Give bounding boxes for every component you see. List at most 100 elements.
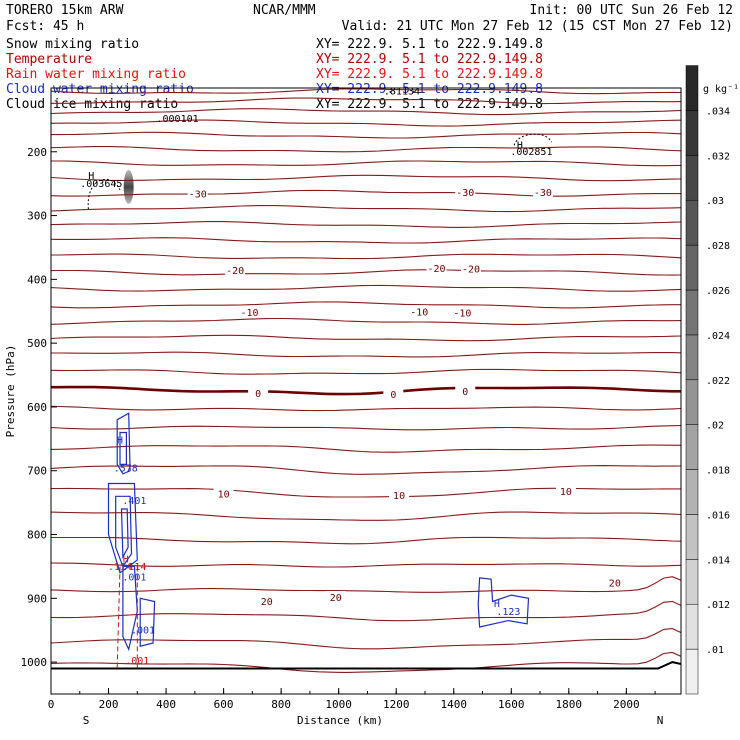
x-tick-2: 400: [156, 698, 176, 711]
isotherm-line: [51, 131, 682, 139]
isotherm-line: [50, 301, 681, 309]
field-xy-2: XY= 222.9. 5.1 to 222.9.149.8: [316, 67, 543, 82]
temp-label-5: -20: [462, 265, 480, 276]
y-tick-3: 500: [27, 337, 47, 350]
field-list: Snow mixing ratio XY= 222.9. 5.1 to 222.9…: [6, 37, 543, 112]
isotherm-line: [50, 628, 682, 650]
x-tick-1: 200: [99, 698, 119, 711]
max-label-16: .001: [125, 656, 149, 667]
colorbar-swatch: [685, 334, 699, 381]
y-tick-7: 900: [27, 592, 47, 605]
max-label-11: H: [494, 599, 500, 610]
colorbar-tick-3: .016: [706, 510, 730, 521]
north-label: N: [657, 714, 664, 727]
field-name-4: Cloud ice mixing ratio: [6, 97, 178, 112]
freezing-level-isotherm: [51, 385, 681, 396]
temp-label-8: -10: [453, 309, 471, 320]
x-tick-8: 1600: [498, 698, 525, 711]
temp-label-9: 0: [255, 389, 261, 400]
colorbar-swatch: [685, 199, 699, 246]
max-label-10: .001: [131, 625, 155, 636]
colorbar-unit: g kg⁻¹: [703, 84, 739, 95]
max-label-1: .003645: [80, 179, 122, 190]
max-label-0: H: [88, 171, 94, 182]
forecast-hour: Fcst: 45 h: [6, 19, 84, 34]
ice-contours: [87, 133, 553, 210]
colorbar-tick-6: .022: [706, 376, 730, 387]
colorbar-swatch: [685, 603, 699, 650]
max-label-14: .114: [108, 562, 132, 573]
isotherm-line: [50, 284, 682, 292]
temp-label-bg: [213, 487, 234, 500]
isotherm-line: [50, 511, 682, 521]
temp-label-bg: [532, 185, 553, 198]
max-label-13: H: [123, 555, 129, 566]
colorbar-tick-9: .028: [706, 241, 730, 252]
x-axis: 0 200 400 600 800 1000 1200 1400 1600 1800 2000: [48, 688, 656, 711]
max-label-2: H: [517, 141, 523, 152]
ice-shading: [123, 169, 134, 204]
colorbar-swatch: [685, 289, 699, 336]
colorbar-tick-7: .024: [706, 331, 730, 342]
isotherm-line: [51, 97, 682, 105]
colorbar-tick-8: .026: [706, 286, 730, 297]
y-tick-4: 600: [27, 401, 47, 414]
x-tick-10: 2000: [613, 698, 640, 711]
x-tick-3: 600: [214, 698, 234, 711]
field-xy-4: XY= 222.9. 5.1 to 222.9.149.8: [316, 97, 543, 112]
y-axis: 200 300 400 500 600 700 800 900 1000: [21, 146, 57, 669]
temp-label-bg: [461, 262, 481, 275]
temp-label-bg: [325, 591, 346, 604]
colorbar-tick-5: .02: [706, 421, 724, 432]
isotherm-line: [50, 487, 681, 498]
temp-label-bg: [389, 488, 410, 501]
temp-label-15: 20: [261, 597, 273, 608]
rain-water-contour: [116, 566, 121, 669]
temp-label-14: 10: [560, 487, 572, 498]
y-tick-2: 400: [27, 273, 47, 286]
isotherm-line: [50, 600, 682, 622]
init-time: Init: 00 UTC Sun 26 Feb 12: [530, 3, 734, 18]
ice-shading-layer: [123, 169, 134, 204]
terrain-surface: [51, 661, 682, 670]
cloud-water-contour: [116, 412, 131, 475]
temp-label-bg: [256, 594, 277, 607]
temp-label-bg: [452, 306, 473, 319]
isotherm-line: [50, 405, 682, 412]
cloud-water-contour: [115, 495, 133, 568]
isotherm-line: [51, 160, 682, 167]
isotherm-line: [50, 189, 681, 197]
temperature-contours: [50, 88, 682, 673]
temp-label-bg: [426, 261, 447, 274]
colorbar-swatch: [685, 110, 699, 156]
colorbar-tick-12: .034: [706, 106, 730, 117]
x-tick-9: 1800: [556, 698, 583, 711]
y-axis-title: Pressure (hPa): [4, 345, 17, 438]
temp-label-13: 10: [393, 491, 405, 502]
temp-label-10: 0: [390, 390, 396, 401]
y-tick-0: 200: [27, 146, 47, 159]
isotherm-line: [50, 651, 682, 673]
temp-label-3: -20: [226, 266, 244, 277]
y-tick-6: 800: [27, 529, 47, 542]
colorbar-tick-2: .014: [706, 555, 730, 566]
isotherm-line: [50, 269, 682, 276]
cloud-water-contour: [139, 597, 156, 647]
colorbar-swatch: [685, 559, 699, 605]
temp-label-bg: [383, 388, 404, 401]
colorbar-swatch: [685, 155, 699, 201]
model-title: TORERO 15km ARW: [6, 3, 124, 18]
temp-label-bg: [225, 263, 246, 276]
temp-label-1: -30: [456, 188, 474, 199]
cloud-water-contour: [122, 565, 138, 652]
colorbar-swatch: [685, 244, 699, 291]
field-name-2: Rain water mixing ratio: [6, 67, 186, 82]
temp-label-bg: [187, 187, 208, 200]
colorbar-swatch: [685, 648, 699, 695]
isotherm-line: [50, 174, 682, 182]
x-tick-4: 800: [271, 698, 291, 711]
isotherm-line: [50, 108, 682, 116]
temp-label-17: 20: [609, 578, 621, 589]
center-title: NCAR/MMM: [253, 3, 316, 18]
temp-label-11: 0: [462, 387, 468, 398]
